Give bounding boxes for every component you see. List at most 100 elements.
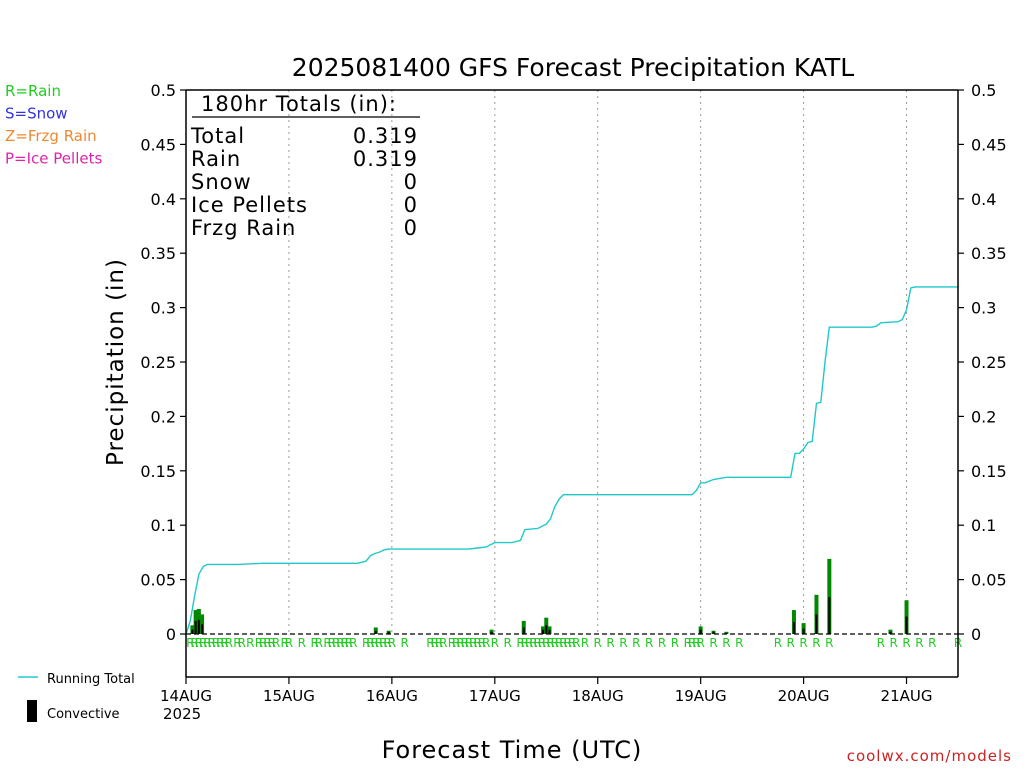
y-tick-label-left-10: 0.5 bbox=[151, 81, 176, 100]
legend-type-3: P=Ice Pellets bbox=[5, 150, 102, 168]
y-tick-label-right-0: 0 bbox=[971, 625, 981, 644]
type-marker-8: R bbox=[220, 636, 228, 650]
type-marker-35: R bbox=[383, 636, 391, 650]
y-tick-label-left-0: 0 bbox=[166, 625, 176, 644]
type-marker-18: R bbox=[280, 636, 288, 650]
type-marker-16: R bbox=[268, 636, 276, 650]
type-marker-49: R bbox=[478, 636, 486, 650]
type-marker-72: R bbox=[645, 636, 653, 650]
x-tick-label-5: 19AUG bbox=[675, 687, 727, 705]
type-marker-30: R bbox=[362, 636, 370, 650]
type-marker-51: R bbox=[491, 636, 499, 650]
convective-bar-18 bbox=[889, 631, 892, 634]
y-tick-label-right-4: 0.2 bbox=[971, 407, 996, 426]
bars-layer bbox=[186, 558, 958, 635]
totals-label-4: Frzg Rain bbox=[191, 216, 296, 240]
convective-bar-16 bbox=[815, 614, 818, 634]
legend-type-1: S=Snow bbox=[5, 105, 68, 123]
type-marker-15: R bbox=[263, 636, 271, 650]
type-marker-81: R bbox=[735, 636, 743, 650]
type-marker-71: R bbox=[632, 636, 640, 650]
legend-type-2: Z=Frzg Rain bbox=[5, 127, 97, 145]
type-marker-63: R bbox=[559, 636, 567, 650]
y-tick-label-right-2: 0.1 bbox=[971, 516, 996, 535]
type-marker-22: R bbox=[315, 636, 323, 650]
y-tick-label-left-7: 0.35 bbox=[140, 244, 176, 263]
y-tick-label-left-6: 0.3 bbox=[151, 299, 176, 318]
type-marker-39: R bbox=[431, 636, 439, 650]
type-marker-3: R bbox=[199, 636, 207, 650]
x-tick-label-1: 15AUG bbox=[263, 687, 315, 705]
y-tick-label-left-4: 0.2 bbox=[151, 407, 176, 426]
convective-bar-19 bbox=[905, 616, 908, 634]
convective-bar-4 bbox=[374, 630, 377, 634]
type-marker-42: R bbox=[448, 636, 456, 650]
type-marker-13: R bbox=[255, 636, 263, 650]
type-marker-76: R bbox=[688, 636, 696, 650]
x-tick-label-2: 16AUG bbox=[366, 687, 418, 705]
type-marker-21: R bbox=[310, 636, 318, 650]
type-marker-11: R bbox=[238, 636, 246, 650]
type-marker-33: R bbox=[375, 636, 383, 650]
totals-label-2: Snow bbox=[191, 170, 252, 194]
convective-bar-6 bbox=[490, 631, 493, 634]
axes-layer: 0 00.05 0.050.1 0.10.15 0.150.2 0.20.25 0.250.… bbox=[140, 81, 1006, 705]
y-tick-label-left-3: 0.15 bbox=[140, 462, 176, 481]
totals-label-0: Total bbox=[190, 124, 245, 148]
precip-type-legend: R=Rain S=Snow Z=Frzg Rain P=Ice Pellets bbox=[5, 82, 102, 168]
type-marker-58: R bbox=[538, 636, 546, 650]
type-marker-64: R bbox=[564, 636, 572, 650]
running-total-layer bbox=[185, 286, 958, 635]
running-total-line bbox=[185, 286, 958, 635]
type-marker-54: R bbox=[521, 636, 529, 650]
y-tick-label-left-8: 0.4 bbox=[151, 190, 176, 209]
x-tick-label-7: 21AUG bbox=[881, 687, 933, 705]
watermark: coolwx.com/models bbox=[847, 747, 1012, 765]
convective-bar-2 bbox=[197, 619, 200, 634]
type-marker-40: R bbox=[435, 636, 443, 650]
type-marker-78: R bbox=[696, 636, 704, 650]
type-marker-60: R bbox=[546, 636, 554, 650]
type-marker-74: R bbox=[671, 636, 679, 650]
y-tick-label-left-1: 0.05 bbox=[140, 571, 176, 590]
type-marker-38: R bbox=[426, 636, 434, 650]
x-year-label: 2025 bbox=[163, 705, 201, 723]
y-tick-label-right-10: 0.5 bbox=[971, 81, 996, 100]
type-marker-9: R bbox=[225, 636, 233, 650]
totals-box: 180hr Totals (in): Total 0.319 Rain 0.319 Sno… bbox=[190, 92, 420, 240]
precip-bar-4 bbox=[373, 627, 378, 634]
legend-series-label-0: Running Total bbox=[47, 672, 135, 687]
legend-series-label-1: Convective bbox=[47, 707, 120, 722]
type-marker-20: R bbox=[298, 636, 306, 650]
type-marker-50: R bbox=[482, 636, 490, 650]
type-marker-59: R bbox=[542, 636, 550, 650]
convective-bar-5 bbox=[387, 631, 390, 634]
totals-value-2: 0 bbox=[404, 170, 418, 194]
type-marker-88: R bbox=[889, 636, 897, 650]
convective-bar-15 bbox=[802, 628, 805, 634]
type-marker-73: R bbox=[658, 636, 666, 650]
convective-bar-14 bbox=[792, 622, 795, 634]
totals-value-0: 0.319 bbox=[353, 124, 418, 148]
type-marker-6: R bbox=[212, 636, 220, 650]
y-tick-label-right-8: 0.4 bbox=[971, 190, 996, 209]
type-marker-26: R bbox=[336, 636, 344, 650]
totals-value-4: 0 bbox=[404, 216, 418, 240]
chart-title: 2025081400 GFS Forecast Precipitation KA… bbox=[292, 53, 854, 82]
type-marker-65: R bbox=[568, 636, 576, 650]
vertical-grid bbox=[288, 90, 908, 634]
type-marker-37: R bbox=[401, 636, 409, 650]
type-marker-89: R bbox=[902, 636, 910, 650]
type-marker-61: R bbox=[551, 636, 559, 650]
type-marker-43: R bbox=[452, 636, 460, 650]
convective-bar-10 bbox=[548, 629, 551, 634]
type-marker-2: R bbox=[195, 636, 203, 650]
convective-bar-17 bbox=[828, 597, 831, 634]
totals-value-1: 0.319 bbox=[353, 147, 418, 171]
type-marker-85: R bbox=[812, 636, 820, 650]
type-marker-5: R bbox=[208, 636, 216, 650]
precip-bar-17 bbox=[827, 558, 832, 634]
type-marker-41: R bbox=[439, 636, 447, 650]
